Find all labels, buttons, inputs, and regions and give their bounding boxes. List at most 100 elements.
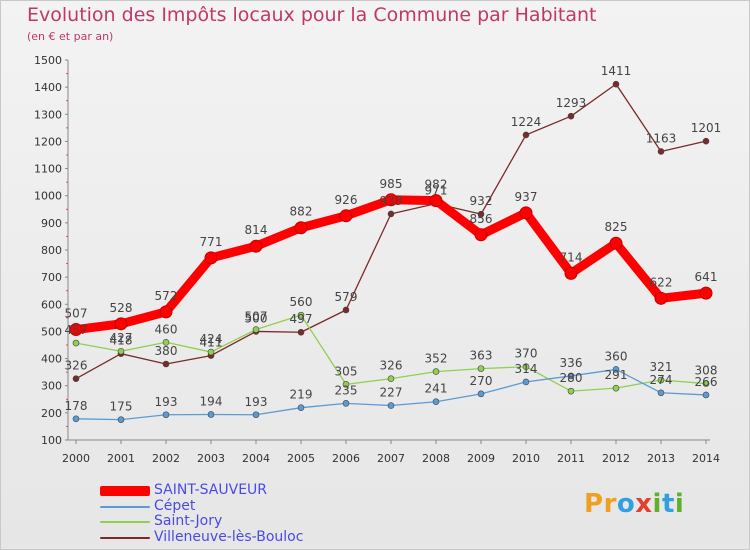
- x-tick-label: 2001: [107, 452, 135, 465]
- data-point: [702, 380, 710, 387]
- y-tick-label: 1000: [34, 190, 62, 203]
- y-tick-label: 100: [41, 434, 62, 447]
- data-point: [522, 363, 530, 371]
- data-label: 1163: [646, 131, 677, 145]
- data-point: [162, 338, 170, 346]
- data-point: [69, 323, 83, 337]
- data-label: 1224: [511, 115, 542, 129]
- data-point: [384, 193, 398, 207]
- chart-area: 100 200 300 400 500 600 700 800 900 1000 1100 1200 1…: [34, 54, 721, 465]
- data-point: [477, 210, 485, 218]
- data-point: [609, 236, 623, 250]
- data-label: 856: [470, 212, 493, 226]
- data-label: 814: [245, 223, 268, 237]
- data-point: [387, 210, 395, 218]
- data-label: 321: [650, 360, 673, 374]
- x-tick-label: 2013: [647, 452, 675, 465]
- data-label: 985: [380, 177, 403, 191]
- data-label: 971: [425, 184, 448, 198]
- legend-label: Cépet: [154, 497, 196, 514]
- legend-swatch: [100, 536, 150, 539]
- chart-subtitle: (en € et par an): [27, 30, 114, 43]
- data-point: [657, 376, 665, 384]
- chart-title: Evolution des Impôts locaux pour la Comm…: [27, 4, 597, 26]
- data-label: 937: [515, 190, 538, 204]
- data-label: 460: [155, 322, 178, 336]
- data-label: 352: [425, 352, 448, 366]
- data-point: [72, 339, 80, 347]
- data-label: 424: [200, 332, 223, 346]
- data-label: 497: [290, 312, 313, 326]
- data-point: [654, 291, 668, 305]
- data-point: [342, 400, 350, 407]
- x-tick-label: 2007: [377, 452, 405, 465]
- data-point: [432, 368, 440, 375]
- data-label: 926: [335, 193, 358, 207]
- data-label: 771: [200, 235, 223, 249]
- data-point: [657, 148, 665, 155]
- data-point: [294, 221, 308, 235]
- data-label: 305: [335, 364, 358, 378]
- x-tick-label: 2004: [242, 452, 270, 465]
- data-label: 308: [695, 364, 718, 378]
- y-tick-label: 900: [41, 217, 62, 230]
- data-point: [342, 306, 350, 314]
- data-point: [342, 381, 350, 388]
- data-label: 193: [245, 395, 268, 409]
- data-point: [477, 390, 485, 398]
- data-label: 178: [65, 399, 88, 413]
- data-label: 360: [605, 349, 628, 363]
- data-label: 825: [605, 220, 628, 234]
- data-label: 193: [155, 395, 178, 409]
- y-tick-label: 800: [41, 244, 62, 257]
- y-tick-label: 200: [41, 407, 62, 420]
- data-point: [117, 347, 125, 355]
- data-point: [612, 80, 620, 88]
- data-label: 194: [200, 394, 223, 408]
- y-tick-label: 700: [41, 271, 62, 284]
- data-point: [519, 206, 533, 220]
- data-label: 714: [560, 250, 583, 264]
- data-point: [72, 375, 80, 382]
- data-label: 933: [380, 194, 403, 208]
- x-tick-label: 2006: [332, 452, 360, 465]
- data-point: [522, 378, 530, 386]
- data-point: [207, 348, 215, 356]
- data-label: 219: [290, 388, 313, 402]
- data-point: [72, 415, 80, 423]
- data-label: 363: [470, 349, 493, 363]
- x-tick-label: 2011: [557, 452, 585, 465]
- data-label: 457: [65, 323, 88, 337]
- proxiti-logo: Proxiti: [584, 489, 685, 519]
- data-label: 326: [380, 359, 403, 373]
- data-label: 380: [155, 344, 178, 358]
- data-point: [297, 328, 305, 336]
- data-point: [297, 404, 305, 412]
- data-point: [114, 317, 128, 331]
- data-label: 274: [650, 373, 673, 387]
- x-tick-label: 2014: [692, 452, 720, 465]
- y-tick-label: 1500: [34, 54, 62, 67]
- data-label: 641: [695, 270, 718, 284]
- x-tick-label: 2012: [602, 452, 630, 465]
- x-tick-label: 2008: [422, 452, 450, 465]
- data-label: 882: [290, 205, 313, 219]
- data-point: [612, 384, 620, 392]
- y-tick-label: 1300: [34, 108, 62, 121]
- data-label: 314: [515, 362, 538, 376]
- legend-label: Saint-Jory: [154, 513, 223, 529]
- data-point: [162, 411, 170, 419]
- data-point: [699, 286, 713, 300]
- data-point: [429, 194, 443, 208]
- data-label: 266: [695, 375, 718, 389]
- data-point: [204, 251, 218, 265]
- data-label: 427: [110, 331, 133, 345]
- data-label: 280: [560, 371, 583, 385]
- data-label: 1293: [556, 96, 587, 110]
- data-point: [339, 209, 353, 223]
- x-tick-label: 2003: [197, 452, 225, 465]
- data-point: [567, 372, 575, 380]
- data-label: 326: [65, 359, 88, 373]
- data-label: 227: [380, 386, 403, 400]
- data-point: [117, 416, 125, 423]
